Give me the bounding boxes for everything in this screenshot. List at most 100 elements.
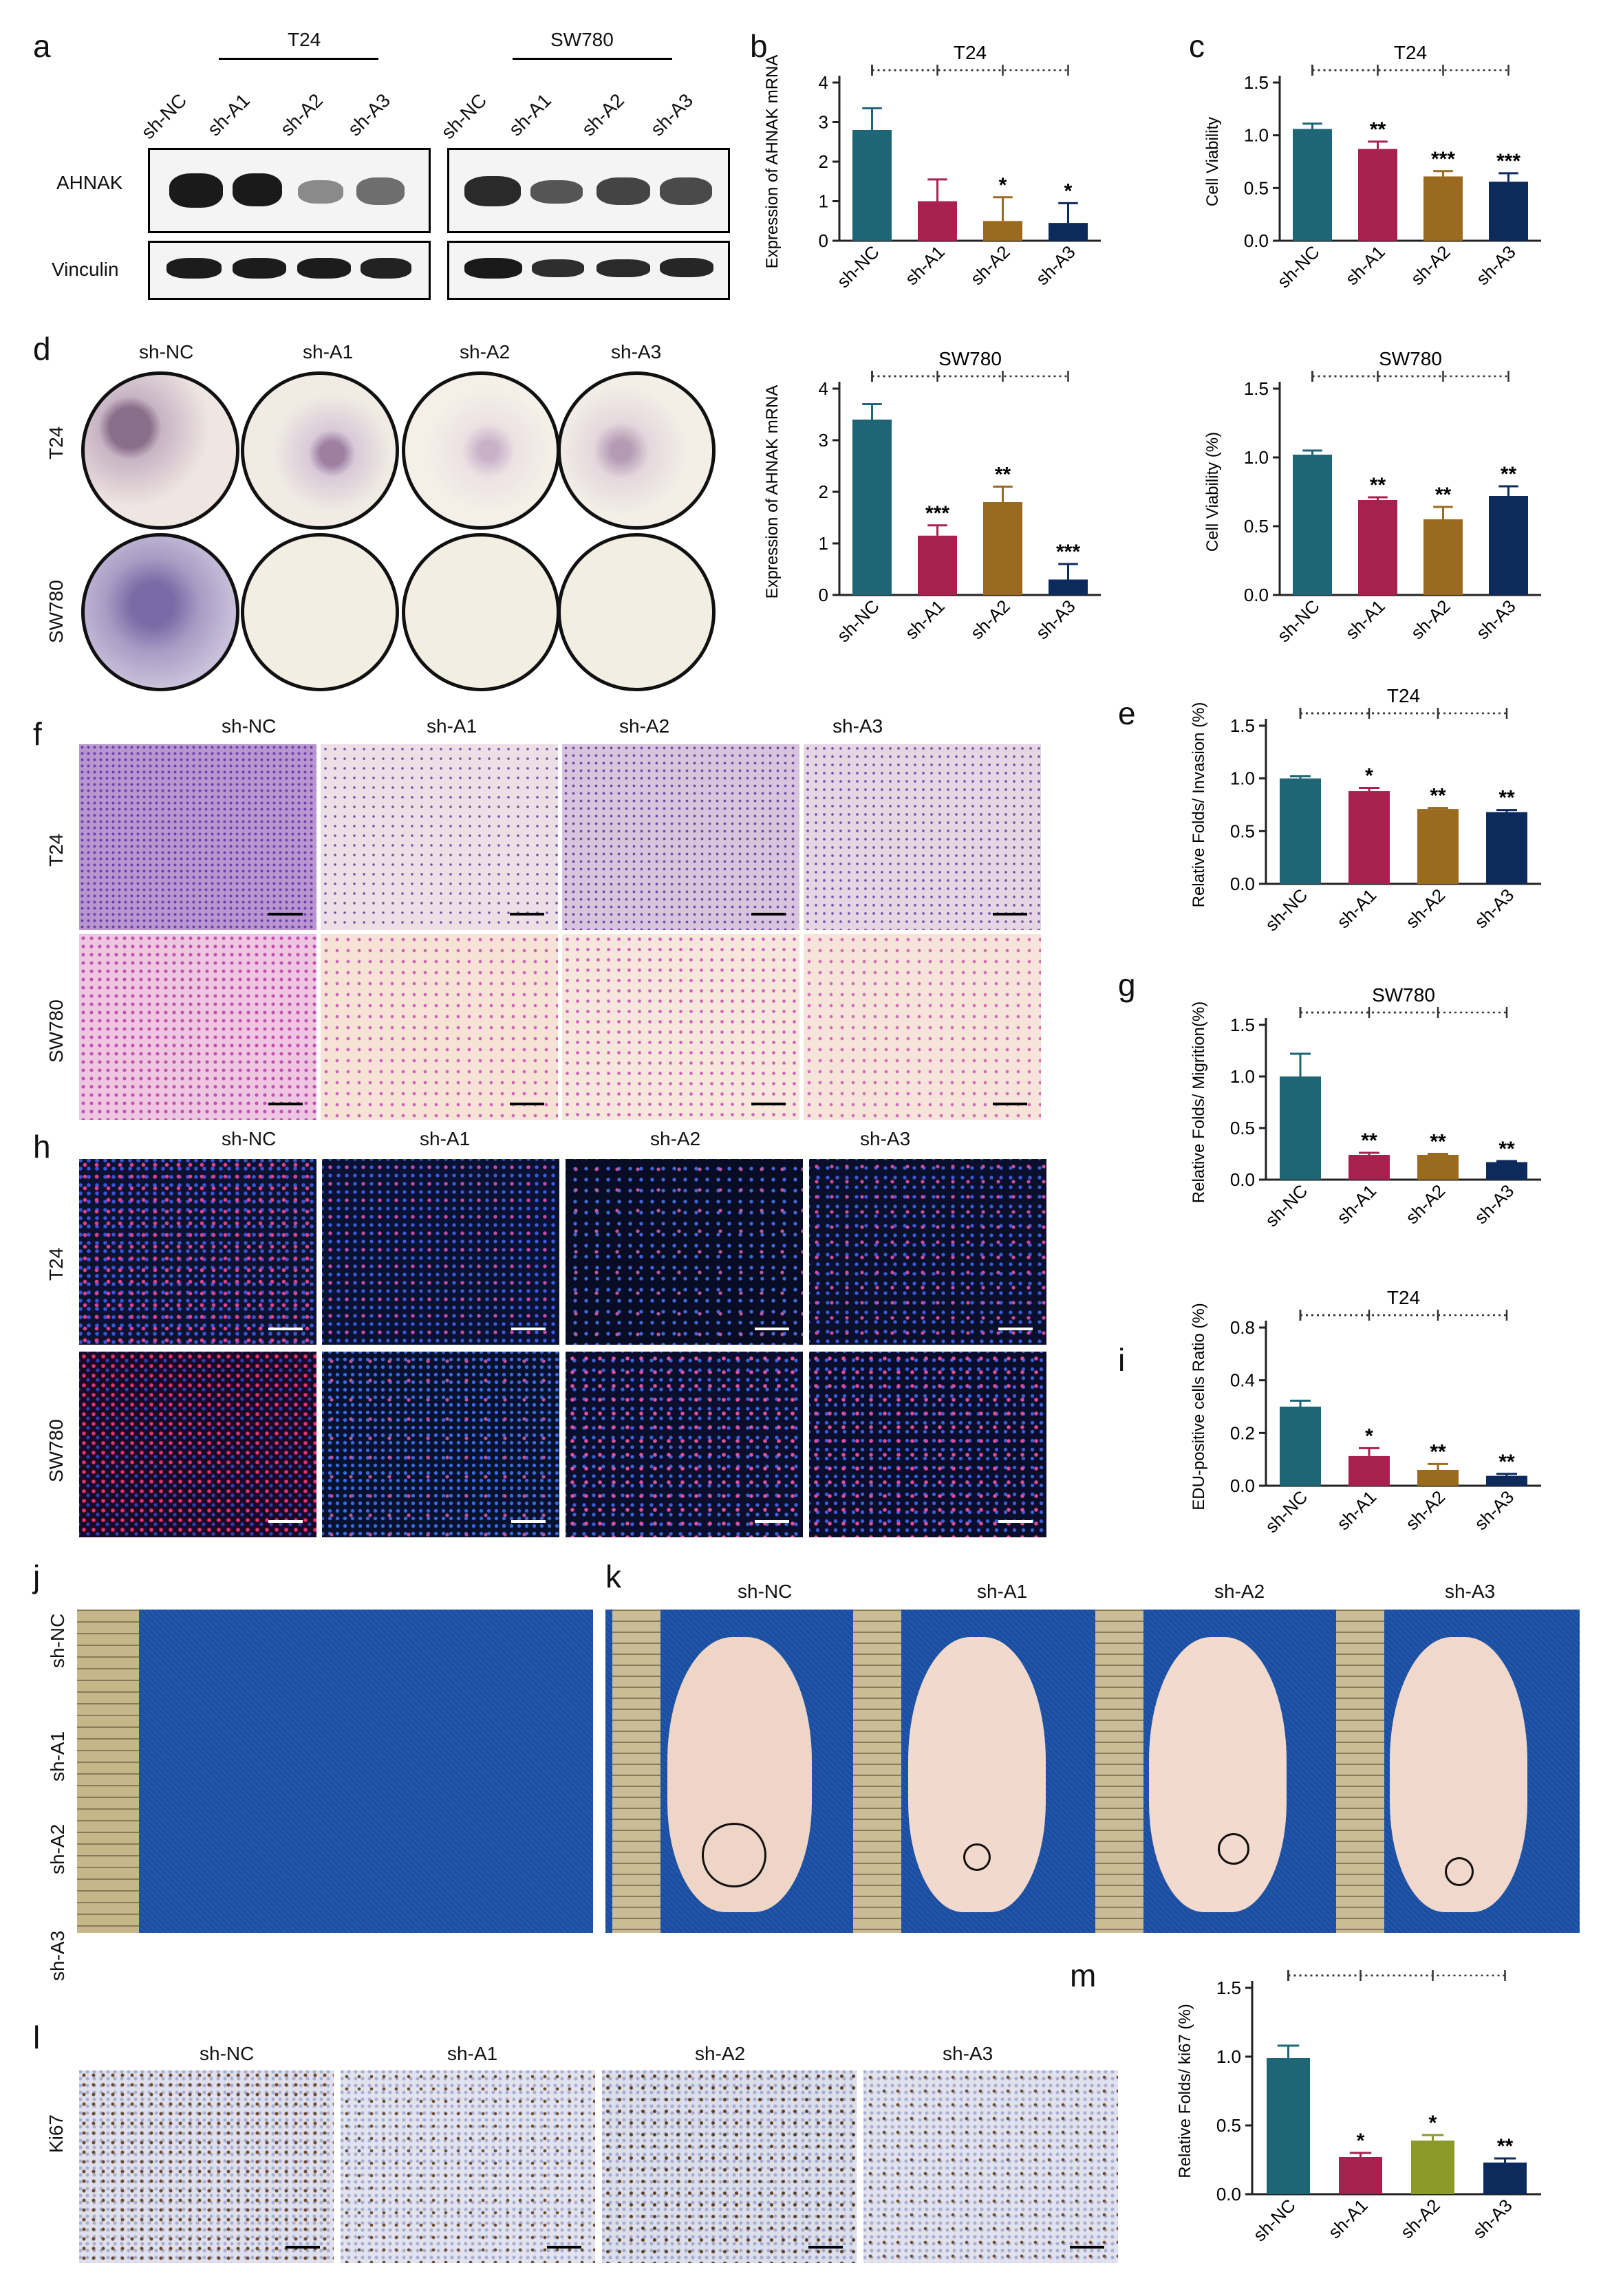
bar	[1049, 223, 1088, 241]
bar	[1489, 182, 1528, 241]
y-tick-label: 0.5	[1230, 821, 1255, 841]
y-axis-label: Cell Viability (%)	[1203, 432, 1222, 552]
ruler	[77, 1610, 139, 1933]
y-tick-label: 1.5	[1244, 378, 1269, 399]
x-tick-label: sh-A3	[1032, 596, 1079, 643]
chart-title: T24	[954, 42, 987, 63]
bar	[852, 130, 892, 241]
x-tick-label: sh-A3	[1472, 241, 1520, 289]
scale-bar	[268, 1328, 303, 1330]
blot-lane-label: sh-A3	[646, 89, 698, 140]
chart-title: SW780	[938, 348, 1002, 369]
x-tick-label: sh-A2	[1401, 1180, 1449, 1228]
y-tick-label: 4	[819, 72, 828, 93]
bar	[1280, 1076, 1321, 1180]
tumor-circle	[1218, 1833, 1249, 1865]
blot-line-t24-underline	[219, 58, 378, 60]
scale-bar	[751, 913, 786, 916]
col-header: sh-A2	[1214, 1581, 1265, 1602]
panel-label-j: j	[33, 1559, 41, 1594]
significance-label: *	[1429, 2112, 1437, 2134]
panel-label-c: c	[1189, 28, 1205, 64]
y-tick-label: 0.0	[1230, 1169, 1255, 1190]
y-tick-label: 1.0	[1230, 1066, 1255, 1087]
edu-image	[566, 1159, 803, 1345]
colony-dish	[241, 371, 399, 530]
y-tick-label: 0.5	[1230, 1118, 1255, 1138]
bar	[918, 535, 957, 595]
blot-band	[464, 258, 522, 279]
x-tick-label: sh-NC	[832, 596, 883, 646]
y-axis-label: Relative Folds/ Migrition(%)	[1190, 1001, 1208, 1203]
chart-g: Relative Folds/ Migrition(%) 0.0 0.5 1.0 1.5…	[1190, 984, 1541, 1231]
blot-lane-label: sh-NC	[437, 89, 491, 144]
bar	[1358, 149, 1397, 241]
y-tick-label: 0.5	[1244, 516, 1269, 537]
mouse	[1390, 1637, 1527, 1912]
chart-e: Relative Folds/ Invasion (%) 0.0 0.5 1.0 1.5…	[1190, 685, 1541, 935]
x-tick-label: sh-A2	[1397, 2195, 1444, 2242]
y-tick-label: 0.2	[1230, 1422, 1255, 1443]
bar	[1483, 2163, 1527, 2194]
scale-bar	[268, 1520, 303, 1523]
y-tick-label: 1.0	[1216, 2046, 1241, 2067]
x-tick-label: sh-A3	[1470, 885, 1518, 932]
edu-image	[79, 1352, 316, 1537]
ruler	[1095, 1610, 1143, 1933]
mouse	[908, 1637, 1046, 1912]
blot-lane-label: sh-A3	[343, 89, 395, 140]
blot-ahnak-t24	[148, 148, 431, 233]
x-tick-label: sh-NC	[1261, 1486, 1311, 1537]
significance-label: ***	[1056, 541, 1080, 563]
significance-label: *	[999, 174, 1007, 197]
bar	[1348, 791, 1390, 884]
tumor-circle	[702, 1823, 766, 1887]
transwell-image	[804, 934, 1041, 1120]
bar	[983, 221, 1022, 241]
x-tick-label: sh-A2	[967, 241, 1014, 289]
x-tick-label: sh-A1	[1333, 1486, 1380, 1534]
ihc-image	[341, 2070, 595, 2263]
col-header: sh-A1	[420, 1128, 471, 1149]
row-label-ki67: Ki67	[45, 2114, 67, 2153]
y-tick-label: 0	[819, 230, 828, 251]
panel-label-f: f	[33, 716, 42, 752]
col-header: sh-A1	[447, 2043, 498, 2064]
scale-bar	[268, 913, 303, 916]
colony-dish	[402, 533, 560, 691]
bar	[1486, 1162, 1527, 1180]
x-tick-label: sh-NC	[1249, 2195, 1299, 2245]
tumor-row-label: sh-NC	[47, 1613, 68, 1668]
scale-bar	[511, 1328, 546, 1330]
y-axis-label: Expression of AHNAK mRNA	[763, 385, 782, 599]
bar	[1280, 778, 1321, 884]
colony-dish	[557, 371, 716, 530]
bar	[983, 502, 1022, 595]
bar	[1423, 176, 1463, 241]
col-header: sh-A3	[943, 2043, 993, 2064]
bar	[1411, 2141, 1454, 2194]
edu-image	[322, 1352, 559, 1537]
x-tick-label: sh-NC	[1261, 885, 1311, 935]
significance-label: ***	[925, 502, 949, 525]
edu-image	[322, 1159, 559, 1345]
bar	[1489, 496, 1528, 595]
tumor-circle	[1445, 1857, 1474, 1886]
col-header: sh-A1	[977, 1581, 1028, 1602]
chart-b-sw780: Expression of AHNAK mRNA 0 1 2 3 4 sh-NC *** sh-…	[763, 348, 1101, 646]
scale-bar	[808, 2246, 843, 2249]
y-tick-label: 1.0	[1244, 125, 1269, 146]
y-tick-label: 1	[819, 191, 828, 212]
panel-label-a: a	[33, 28, 51, 64]
blot-lane-label: sh-A2	[577, 89, 629, 140]
x-tick-label: sh-A1	[1342, 596, 1389, 643]
bar	[1348, 1155, 1390, 1180]
ruler	[853, 1610, 901, 1933]
significance-label: **	[1370, 474, 1386, 497]
bar	[1049, 579, 1088, 595]
panel-label-l: l	[33, 2019, 41, 2055]
significance-label: ***	[1496, 150, 1520, 173]
y-tick-label: 0.4	[1230, 1370, 1255, 1391]
x-tick-label: sh-NC	[1261, 1180, 1311, 1231]
x-tick-label: sh-A1	[1342, 241, 1389, 289]
